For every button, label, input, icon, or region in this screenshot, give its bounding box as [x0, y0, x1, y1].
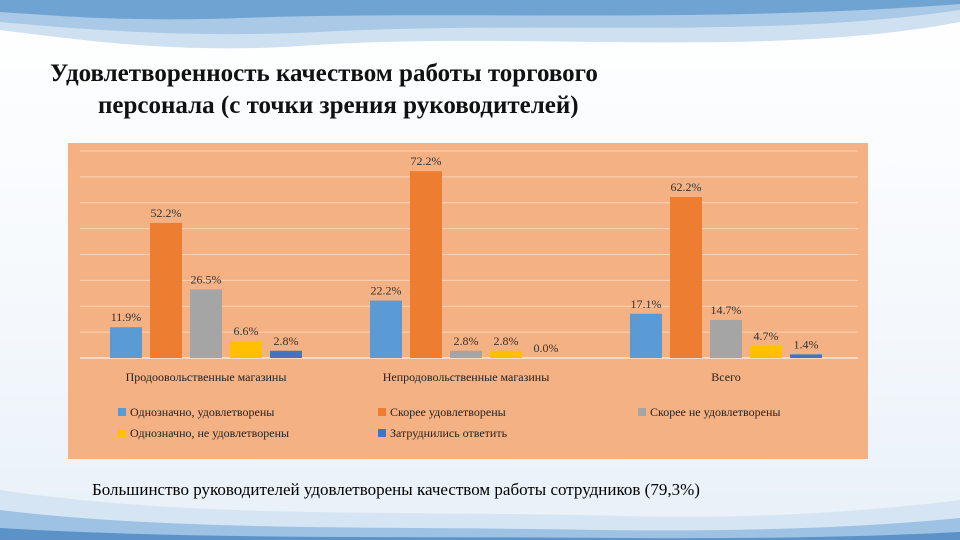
bar-chart: 11.9% 52.2% 26.5% 6.6% 2.8% Продоовольственны… [80, 150, 858, 440]
bar [670, 197, 702, 358]
legend-swatch [638, 408, 646, 416]
bar [630, 313, 662, 358]
bar [150, 222, 182, 358]
legend-label: Скорее не удовлетворены [650, 405, 780, 419]
bar [110, 327, 142, 358]
slide-title-line-1: Удовлетворенность качеством работы торго… [50, 60, 598, 87]
data-label: 6.6% [234, 324, 259, 338]
bar [410, 171, 442, 358]
legend-swatch [378, 429, 386, 437]
data-label: 11.9% [111, 310, 142, 324]
legend-swatch [118, 408, 126, 416]
data-label: 52.2% [151, 206, 182, 220]
data-label: 14.7% [711, 303, 742, 317]
bar [270, 350, 302, 358]
legend-label: Однозначно, удовлетворены [130, 405, 274, 419]
data-label: 72.2% [411, 154, 442, 168]
data-label: 62.2% [671, 180, 702, 194]
category-label: Непродовольственные магазины [383, 370, 550, 384]
bar [370, 300, 402, 358]
slide-title: Удовлетворенность качеством работы торго… [40, 58, 800, 122]
bar [230, 340, 262, 358]
bar [790, 354, 822, 358]
bar [710, 319, 742, 358]
decorative-top-wave [0, 0, 960, 49]
chart-panel: 11.9% 52.2% 26.5% 6.6% 2.8% Продоовольственны… [68, 143, 868, 459]
legend-label: Скорее удовлетворены [390, 405, 506, 419]
bar [450, 350, 482, 358]
bar [490, 350, 522, 358]
data-label: 1.4% [794, 337, 819, 351]
data-label: 2.8% [454, 334, 479, 348]
category-label: Продоовольственные магазины [126, 370, 287, 384]
category-label: Всего [711, 370, 740, 384]
legend-swatch [118, 429, 126, 437]
decorative-bottom-wave [0, 490, 960, 540]
data-label: 0.0% [534, 341, 559, 355]
data-label: 2.8% [494, 334, 519, 348]
data-label: 2.8% [274, 334, 299, 348]
legend-label: Однозначно, не удовлетворены [130, 426, 289, 440]
summary-caption: Большинство руководителей удовлетворены … [92, 480, 700, 499]
slide-title-line-2: персонала (с точки зрения руководителей) [98, 92, 579, 119]
data-label: 26.5% [191, 272, 222, 286]
data-label: 17.1% [631, 297, 662, 311]
legend-swatch [378, 408, 386, 416]
bar [190, 289, 222, 358]
data-label: 22.2% [371, 284, 402, 298]
legend-label: Затруднились ответить [390, 426, 508, 440]
bar [750, 345, 782, 358]
data-label: 4.7% [754, 329, 779, 343]
